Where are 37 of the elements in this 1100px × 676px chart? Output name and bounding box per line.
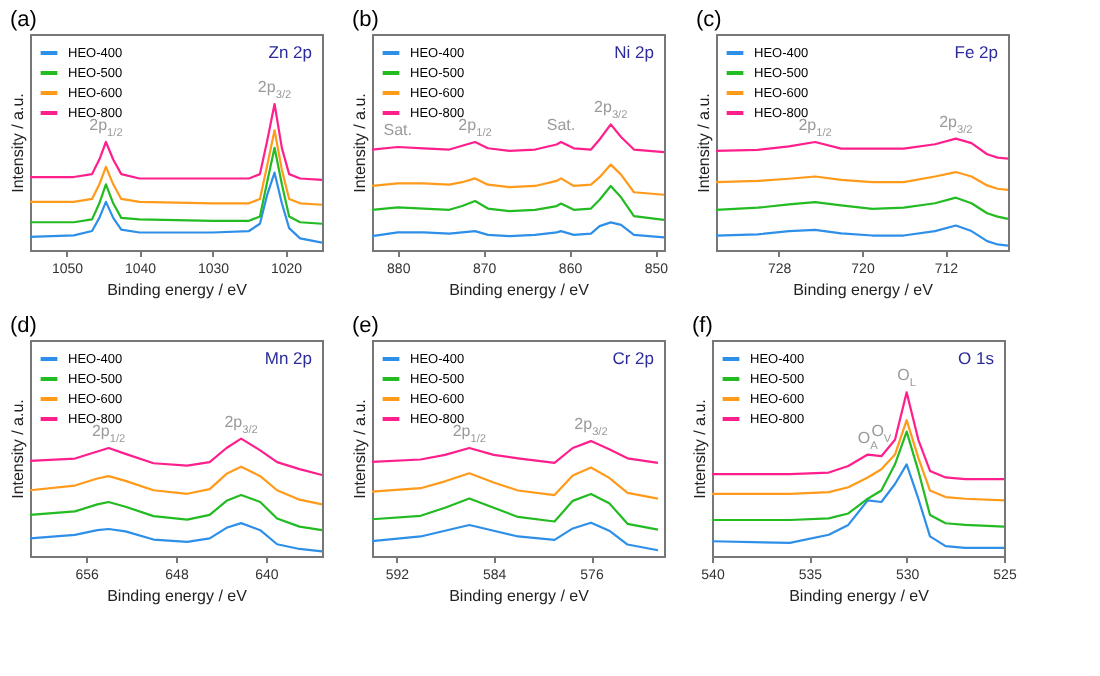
y-axis-title: Intensity / a.u. — [695, 93, 713, 193]
chart-title: (c) — [696, 8, 722, 32]
x-axis-title: Binding energy / eV — [107, 281, 249, 299]
annotation: Sat. — [383, 121, 412, 140]
text: Fe 2p — [954, 42, 999, 62]
chart-title: (e) — [352, 314, 379, 338]
y-axis-title: Intensity / a.u. — [9, 93, 27, 193]
chart-title: (f) — [692, 314, 713, 338]
annotation: 2p$_{1/2}$ — [798, 116, 832, 140]
text: Ni 2p — [614, 42, 655, 62]
x-axis-title: Binding energy / eV — [449, 281, 591, 299]
text: O 1s — [958, 348, 994, 368]
x-axis-title: Binding energy / eV — [449, 587, 591, 605]
text: Cr 2p — [612, 348, 655, 368]
annotation: 2p$_{3/2}$ — [594, 98, 628, 123]
annotation: 2p$_{3/2}$ — [574, 415, 608, 440]
x-axis-title: Binding energy / eV — [107, 587, 249, 605]
text: Mn 2p — [264, 348, 313, 368]
chart-title: (b) — [352, 8, 379, 32]
x-axis-title: Binding energy / eV — [793, 281, 935, 299]
annotation: 2p$_{1/2}$ — [458, 116, 492, 140]
annotation: O$_{L}$ — [897, 366, 917, 391]
annotation: 2p$_{1/2}$ — [89, 116, 123, 140]
text: Zn 2p — [268, 42, 313, 62]
y-axis-title: Intensity / a.u. — [351, 93, 369, 193]
annotation: 2p$_{3/2}$ — [939, 112, 973, 137]
annotation: 2p$_{3/2}$ — [257, 78, 292, 103]
y-axis-title: Intensity / a.u. — [691, 399, 709, 499]
annotation: 2p$_{1/2}$ — [452, 422, 487, 446]
annotation: Sat. — [546, 116, 576, 134]
y-axis-title: Intensity / a.u. — [351, 399, 369, 499]
chart-title: (a) — [10, 8, 37, 32]
x-axis-title: Binding energy / eV — [789, 587, 931, 605]
y-axis-title: Intensity / a.u. — [9, 399, 27, 499]
annotation: 2p$_{1/2}$ — [91, 422, 126, 446]
chart-title: (d) — [10, 314, 37, 338]
annotation: 2p$_{3/2}$ — [224, 412, 258, 437]
